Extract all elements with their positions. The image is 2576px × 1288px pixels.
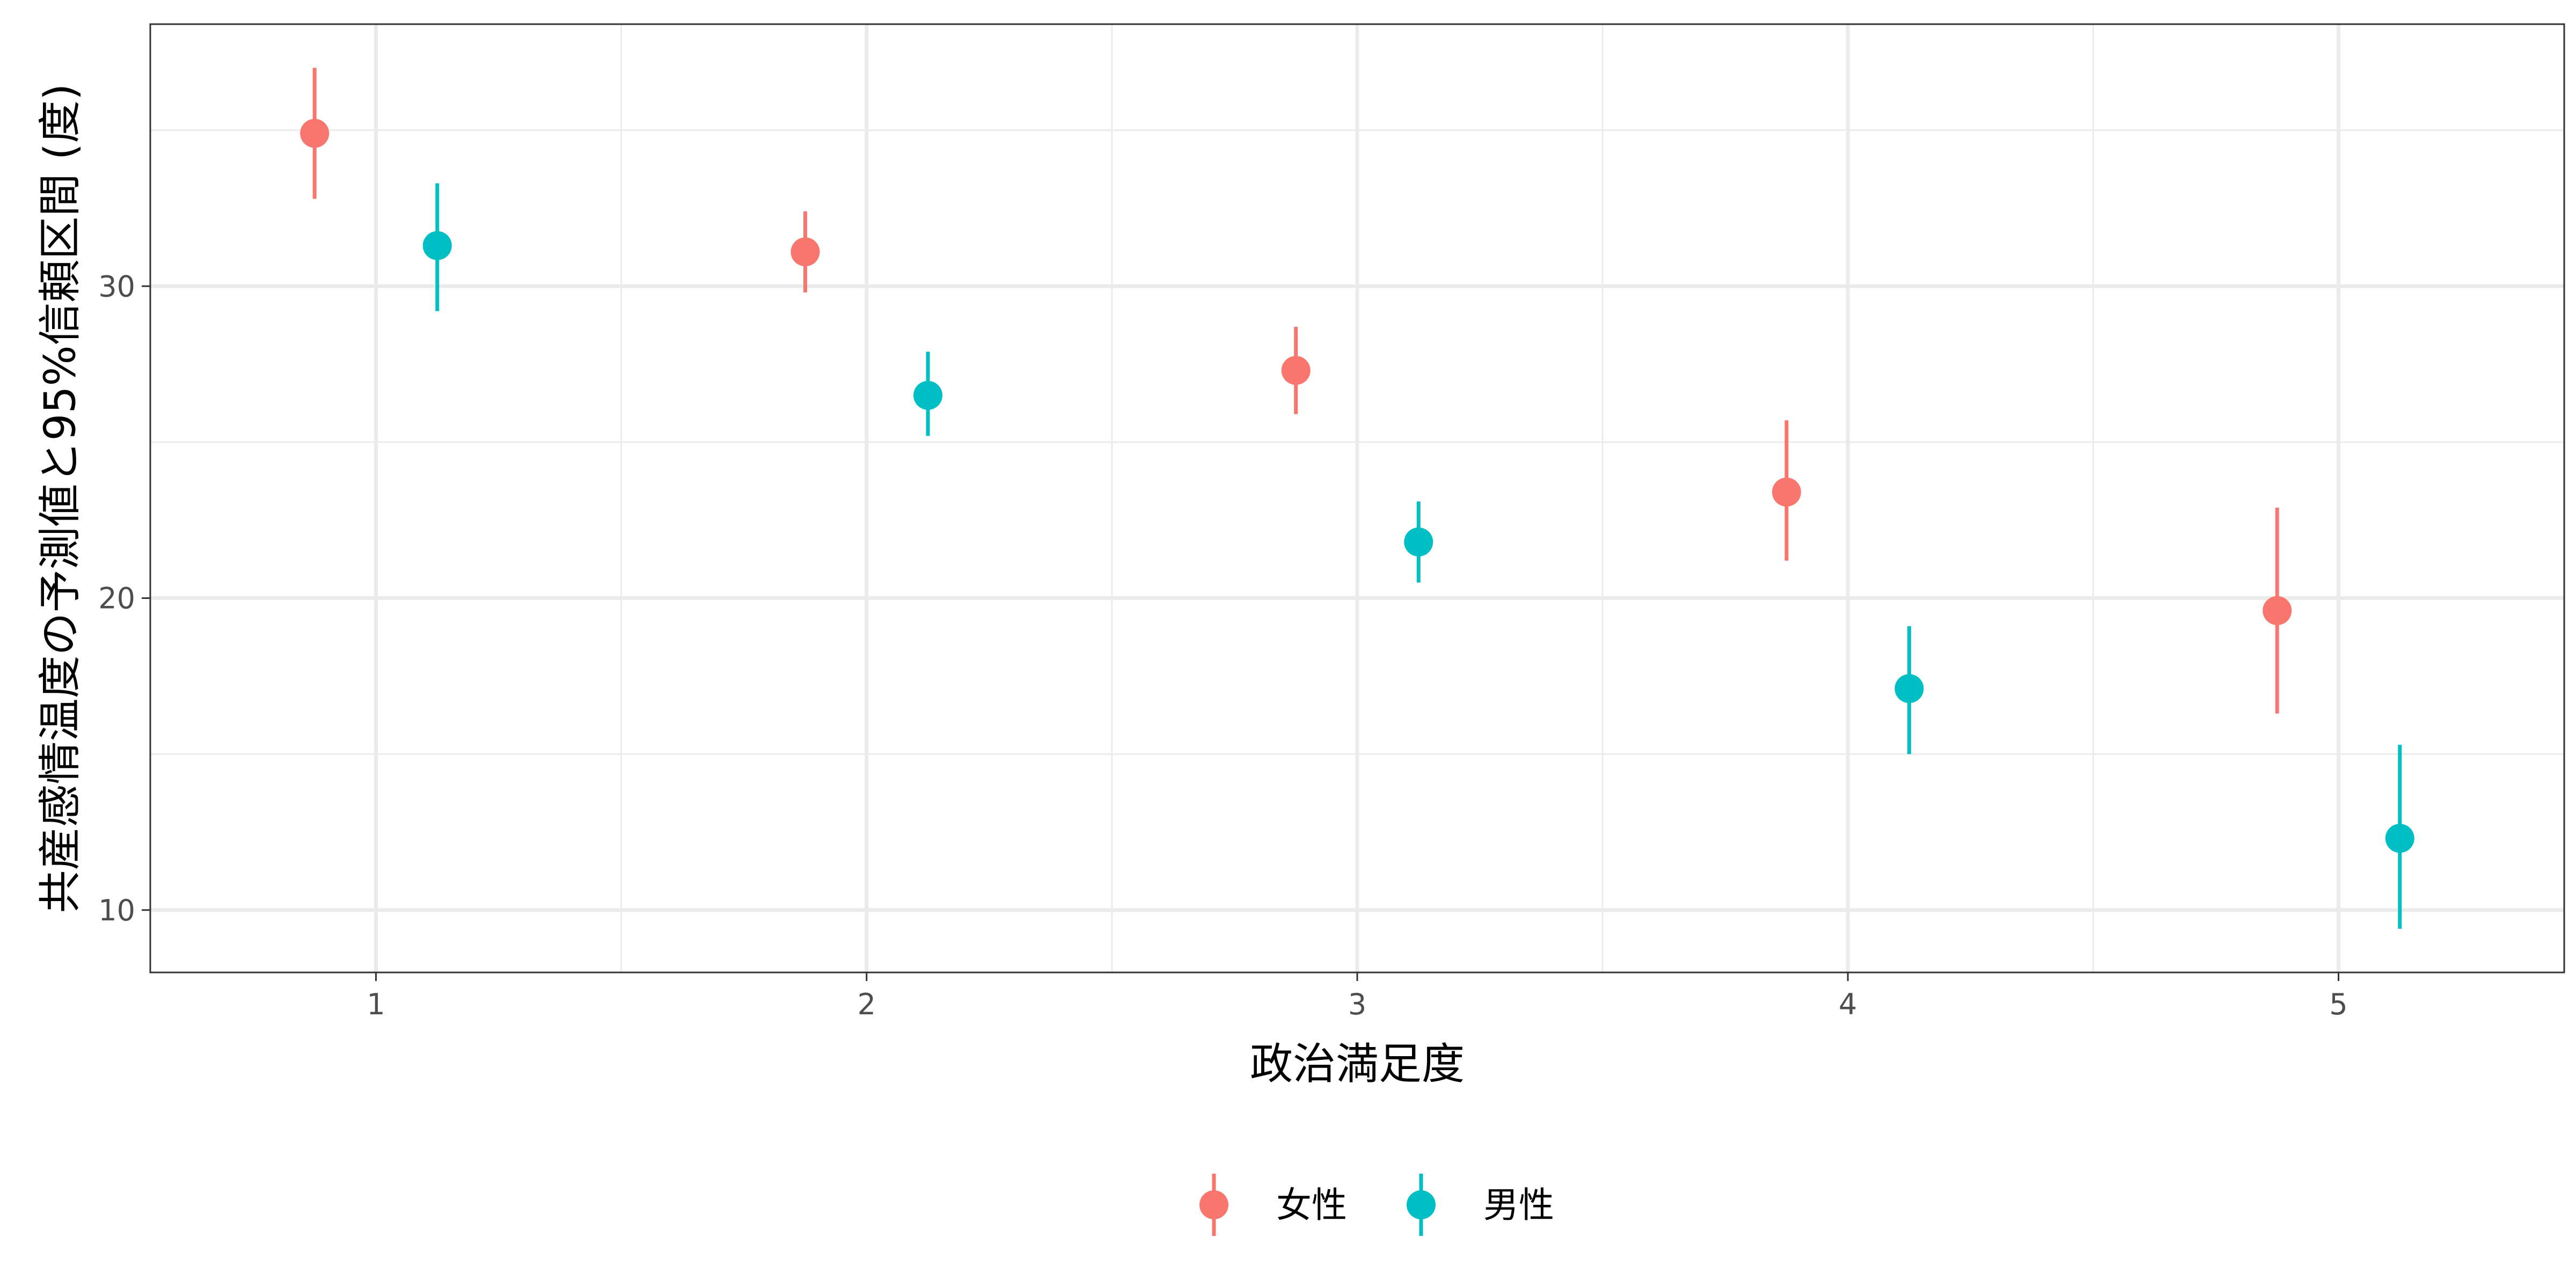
y-axis: 10 20 30 — [98, 269, 150, 927]
legend-key-point — [1407, 1190, 1436, 1219]
data-point — [1772, 477, 1801, 507]
legend: 女性 男性 — [1199, 1174, 1554, 1236]
grid-major — [150, 24, 2564, 972]
plot-area — [149, 23, 2565, 974]
legend-item: 男性 — [1407, 1174, 1554, 1236]
legend-label: 男性 — [1483, 1184, 1554, 1226]
legend-item: 女性 — [1199, 1174, 1347, 1236]
series-2 — [422, 183, 2414, 929]
y-axis-title: 共産感情温度の予測値と95%信頼区間 (度) — [35, 84, 85, 913]
x-tick-label: 3 — [1348, 987, 1366, 1021]
y-tick-label: 20 — [98, 582, 135, 616]
data-point — [1894, 674, 1924, 704]
x-tick-label: 2 — [858, 987, 876, 1021]
series-1 — [300, 68, 2292, 714]
y-tick-label: 30 — [98, 269, 135, 303]
x-tick-label: 1 — [367, 987, 385, 1021]
legend-label: 女性 — [1276, 1184, 1347, 1226]
data-marks — [300, 68, 2414, 929]
x-tick-label: 4 — [1839, 987, 1857, 1021]
data-point — [913, 380, 943, 410]
x-tick-label: 5 — [2329, 987, 2347, 1021]
data-point — [422, 231, 452, 260]
x-axis-title: 政治満足度 — [1250, 1039, 1465, 1089]
data-point — [791, 237, 820, 267]
data-point — [2385, 824, 2414, 853]
data-point — [300, 119, 330, 148]
x-axis: 1 2 3 4 5 — [367, 972, 2348, 1021]
data-point — [1404, 527, 1433, 557]
legend-key-point — [1199, 1190, 1228, 1219]
data-point — [2263, 596, 2292, 625]
data-point — [1281, 356, 1311, 385]
y-tick-label: 10 — [98, 894, 135, 927]
